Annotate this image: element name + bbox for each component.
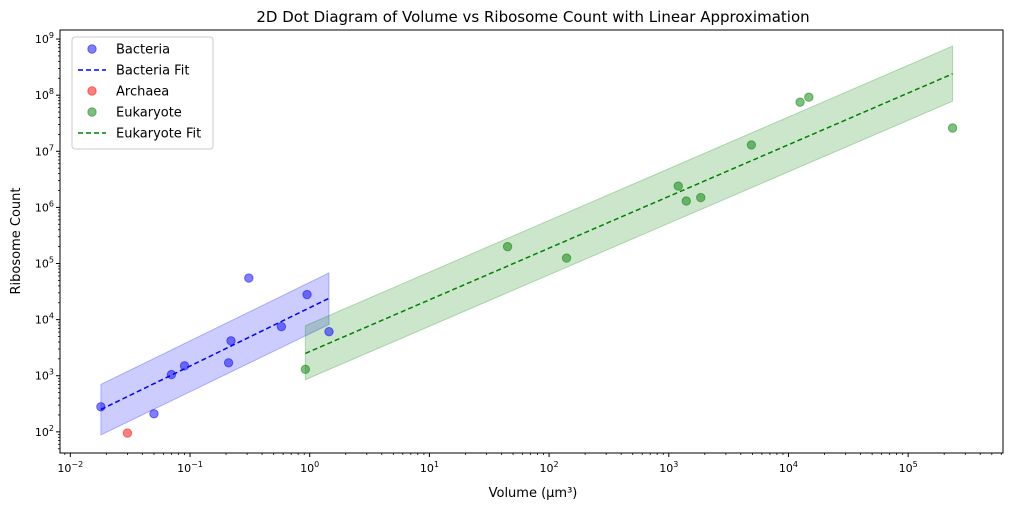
- y-tick-label-8: 109: [35, 31, 54, 46]
- y-tick-label-4: 105: [35, 256, 54, 271]
- eukaryote-point-5: [681, 196, 691, 206]
- legend: Bacteria Bacteria Fit Archaea Eukaryote Euka…: [71, 36, 214, 150]
- x-tick-label-3: 100: [300, 460, 319, 475]
- bacteria-fit-confidence-band: [100, 272, 330, 436]
- bacteria-point-6: [226, 336, 236, 346]
- x-tick-label-1: 10−2: [57, 460, 83, 475]
- x-tick-label-5: 102: [540, 460, 559, 475]
- legend-label-eukaryote: Eukaryote: [116, 106, 182, 121]
- axes: 10−2 10−1 100 101 102 103 104 105 102 103 104 105 10…: [35, 31, 1002, 475]
- bacteria-point-8: [276, 321, 287, 332]
- x-tick-label-2: 10−1: [177, 460, 203, 475]
- eukaryote-point-8: [795, 97, 805, 107]
- eukaryote-point-3: [561, 253, 572, 263]
- plot-area: [96, 45, 958, 438]
- bacteria-fit-line: [100, 297, 330, 411]
- x-tick-label-6: 103: [659, 460, 678, 475]
- bacteria-point-9: [302, 289, 312, 300]
- legend-label-bacteria: Bacteria: [116, 43, 170, 58]
- x-tick-label-8: 105: [899, 460, 918, 475]
- legend-swatch-eukaryote: [87, 107, 97, 117]
- eukaryote-point-6: [696, 192, 706, 203]
- eukaryote-point-2: [502, 241, 513, 252]
- y-tick-label-3: 104: [35, 312, 54, 327]
- y-tick-label-7: 108: [35, 87, 54, 102]
- bacteria-point-7: [244, 273, 254, 283]
- x-tick-label-4: 101: [420, 460, 439, 475]
- eukaryote-point-9: [804, 92, 814, 102]
- bacteria-point-2: [149, 409, 159, 419]
- bacteria-point-3: [166, 369, 177, 380]
- legend-label-eukaryote-fit: Eukaryote Fit: [116, 127, 201, 142]
- bacteria-point-10: [324, 326, 334, 337]
- bacteria-point-5: [223, 358, 234, 368]
- plot-content: [96, 45, 958, 438]
- eukaryote-point-4: [673, 181, 683, 191]
- x-tick-label-7: 104: [779, 460, 798, 475]
- eukaryote-point-7: [746, 140, 757, 150]
- legend-label-bacteria-fit: Bacteria Fit: [116, 64, 189, 79]
- legend-swatch-archaea: [87, 86, 97, 96]
- y-tick-label-1: 102: [35, 424, 54, 439]
- plot-frame: [59, 29, 1004, 454]
- eukaryote-fit-line: [305, 73, 953, 355]
- y-axis-label: Ribosome Count: [9, 188, 24, 295]
- legend-box: [71, 36, 214, 150]
- y-tick-label-6: 107: [35, 143, 54, 158]
- eukaryote-point-10: [947, 123, 958, 133]
- legend-swatch-bacteria: [87, 44, 97, 54]
- bacteria-point-1: [96, 402, 106, 412]
- legend-label-archaea: Archaea: [116, 85, 169, 100]
- x-axis-label: Volume (μm³): [489, 486, 578, 501]
- chart-title: 2D Dot Diagram of Volume vs Ribosome Cou…: [256, 8, 809, 26]
- y-tick-label-5: 106: [35, 199, 54, 214]
- archaea-point-1: [122, 428, 133, 438]
- y-tick-label-2: 103: [35, 368, 54, 383]
- bacteria-point-4: [179, 361, 190, 371]
- eukaryote-point-1: [300, 364, 311, 375]
